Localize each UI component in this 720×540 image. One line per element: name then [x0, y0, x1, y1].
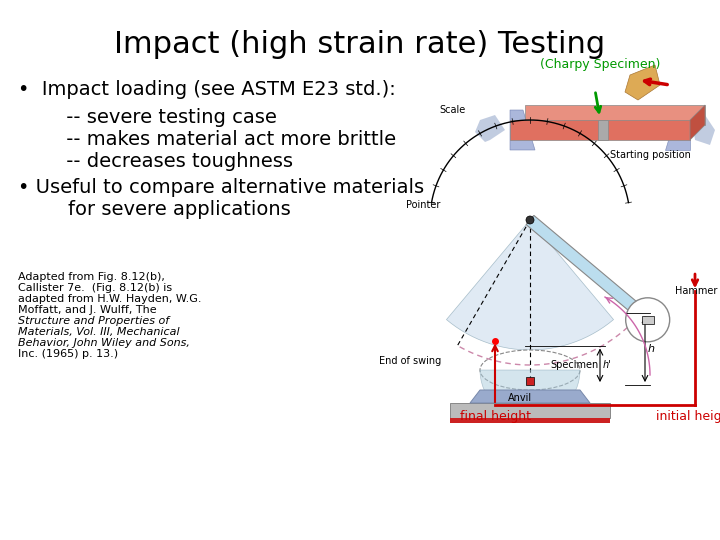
- Text: for severe applications: for severe applications: [18, 200, 291, 219]
- Polygon shape: [526, 215, 645, 318]
- Polygon shape: [525, 105, 705, 125]
- Polygon shape: [642, 316, 654, 324]
- Polygon shape: [450, 418, 610, 423]
- Text: Materials, Vol. III, Mechanical: Materials, Vol. III, Mechanical: [18, 327, 179, 337]
- Text: Hammer: Hammer: [675, 286, 717, 296]
- Text: h': h': [603, 360, 612, 370]
- Text: Starting position: Starting position: [610, 150, 691, 160]
- Text: End of swing: End of swing: [379, 355, 441, 366]
- Text: Inc. (1965) p. 13.): Inc. (1965) p. 13.): [18, 349, 118, 359]
- Text: Pointer: Pointer: [405, 200, 440, 210]
- Text: Scale: Scale: [439, 105, 465, 115]
- Text: Impact (high strain rate) Testing: Impact (high strain rate) Testing: [114, 30, 606, 59]
- Polygon shape: [450, 403, 610, 418]
- Text: -- decreases toughness: -- decreases toughness: [35, 152, 293, 171]
- Wedge shape: [480, 370, 580, 420]
- Polygon shape: [690, 105, 705, 140]
- Text: -- makes material act more brittle: -- makes material act more brittle: [35, 130, 396, 149]
- Text: •  Impact loading (see ASTM E23 std.):: • Impact loading (see ASTM E23 std.):: [18, 80, 396, 99]
- Text: Anvil: Anvil: [508, 393, 532, 403]
- Polygon shape: [665, 110, 690, 150]
- Text: -- severe testing case: -- severe testing case: [35, 108, 277, 127]
- Text: initial height: initial height: [656, 410, 720, 423]
- Text: Structure and Properties of: Structure and Properties of: [18, 316, 169, 326]
- Polygon shape: [692, 115, 715, 145]
- Ellipse shape: [480, 350, 580, 390]
- Text: Specimen: Specimen: [550, 360, 598, 370]
- Circle shape: [526, 216, 534, 224]
- Polygon shape: [625, 65, 660, 100]
- Text: adapted from H.W. Hayden, W.G.: adapted from H.W. Hayden, W.G.: [18, 294, 202, 304]
- Text: Callister 7e.  (Fig. 8.12(b) is: Callister 7e. (Fig. 8.12(b) is: [18, 283, 172, 293]
- Text: (Charpy Specimen): (Charpy Specimen): [540, 58, 660, 71]
- Polygon shape: [446, 220, 613, 350]
- Polygon shape: [470, 390, 590, 403]
- Polygon shape: [526, 377, 534, 385]
- Circle shape: [626, 298, 670, 342]
- Text: Moffatt, and J. Wulff, The: Moffatt, and J. Wulff, The: [18, 305, 157, 315]
- Polygon shape: [475, 115, 505, 142]
- Text: Behavior, John Wiley and Sons,: Behavior, John Wiley and Sons,: [18, 338, 190, 348]
- Text: Adapted from Fig. 8.12(b),: Adapted from Fig. 8.12(b),: [18, 272, 165, 282]
- Text: • Useful to compare alternative materials: • Useful to compare alternative material…: [18, 178, 424, 197]
- Text: final height: final height: [459, 410, 531, 423]
- Polygon shape: [510, 110, 535, 150]
- Polygon shape: [598, 120, 608, 140]
- Polygon shape: [510, 120, 690, 140]
- Text: h: h: [648, 344, 655, 354]
